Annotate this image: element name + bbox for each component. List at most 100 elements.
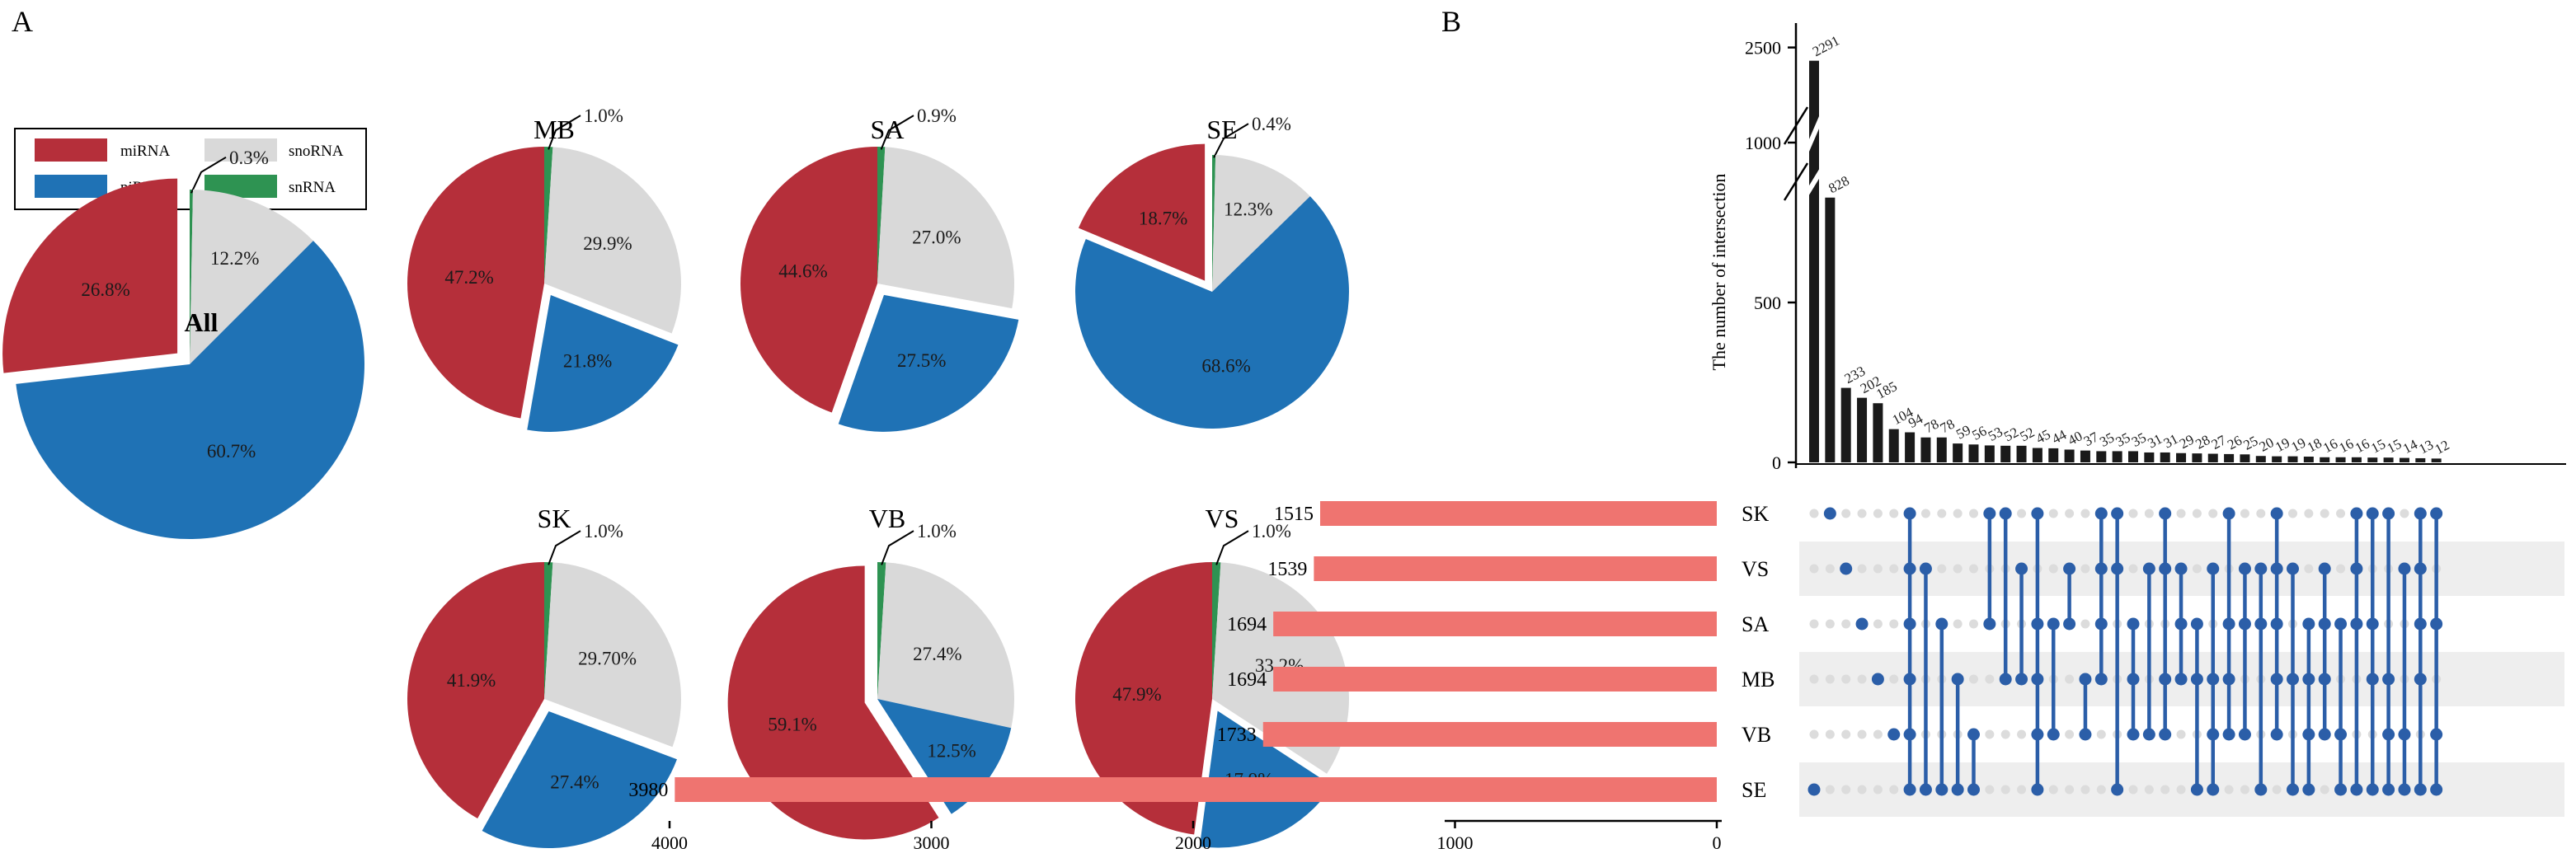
matrix-dot-on	[2015, 673, 2028, 686]
matrix-dot-off	[1809, 619, 1819, 629]
pie-label-vb-snorna: 27.4%	[913, 644, 961, 664]
bar-label-34: 16	[2337, 436, 2357, 457]
matrix-dot-off	[2128, 509, 2138, 518]
pie-label-mb-snrna: 1.0%	[584, 105, 623, 126]
matrix-dot-on	[2190, 673, 2203, 686]
matrix-dot-on	[2270, 673, 2283, 686]
bar-2	[1825, 197, 1836, 462]
matrix-dot-on	[2094, 507, 2108, 520]
matrix-dot-off	[1857, 729, 1867, 739]
matrix-dot-off	[1841, 729, 1851, 739]
pie-label-se-snorna: 12.3%	[1224, 199, 1272, 220]
matrix-dot-on	[2430, 783, 2443, 796]
pie-slice-sa-pirna	[838, 294, 1019, 432]
matrix-dot-off	[2065, 785, 2075, 795]
matrix-dot-off	[1873, 564, 1883, 574]
matrix-dot-on	[2142, 728, 2155, 741]
pie-slice-vb-snrna	[877, 562, 886, 699]
matrix-dot-on	[2254, 562, 2268, 575]
set-size-tick-label-1000: 1000	[1437, 832, 1474, 853]
set-size-bar-vb	[1262, 722, 1717, 747]
matrix-dot-on	[2318, 673, 2331, 686]
pie-label-vb-pirna: 12.5%	[927, 740, 975, 761]
bar-1	[1809, 60, 1819, 462]
bar-label-32: 18	[2305, 435, 2325, 456]
matrix-dot-on	[2382, 728, 2395, 741]
matrix-dot-on	[2111, 562, 2124, 575]
pie-slice-vs-snrna	[1212, 562, 1221, 699]
matrix-dot-off	[1825, 729, 1835, 739]
matrix-dot-off	[1873, 509, 1883, 518]
matrix-dot-on	[2430, 507, 2443, 520]
matrix-dot-off	[2048, 785, 2058, 795]
bar-36	[2367, 457, 2378, 462]
bar-label-31: 19	[2288, 434, 2308, 455]
pie-mb: 1.0% 29.9% 21.8% 47.2% MB	[407, 105, 681, 432]
pie-leader-all	[190, 156, 227, 194]
matrix-dot-on	[2238, 617, 2251, 631]
bar-label-21: 35	[2129, 429, 2149, 450]
matrix-dot-on	[2094, 562, 2108, 575]
set-label-sk: SK	[1742, 502, 1769, 526]
matrix-dot-off	[2096, 785, 2106, 795]
pie-slice-vb-mirna	[727, 565, 939, 840]
pie-title-all: All	[185, 307, 219, 337]
bar-label-25: 28	[2193, 432, 2212, 452]
matrix-dot-on	[2366, 783, 2379, 796]
bar-label-23: 31	[2161, 431, 2181, 452]
pie-slice-sa-snrna	[877, 147, 886, 284]
matrix-dot-on	[2334, 783, 2348, 796]
bar-4	[1857, 397, 1868, 462]
matrix-dot-off	[1889, 509, 1899, 518]
bar-16	[2048, 448, 2059, 462]
matrix-dot-on	[2159, 562, 2172, 575]
pie-label-sk-snorna: 29.70%	[578, 648, 637, 668]
y-axis-title: The number of intersection	[1709, 174, 1729, 371]
matrix-dot-off	[2208, 509, 2218, 518]
matrix-dot-on	[2031, 783, 2044, 796]
matrix-dot-off	[2065, 729, 2075, 739]
matrix-dot-off	[1937, 509, 1947, 518]
pie-label-all-pirna: 60.7%	[207, 441, 256, 462]
pie-slice-all-snrna	[190, 190, 193, 364]
matrix-dot-on	[1983, 617, 1996, 631]
pie-slice-se-mirna	[1078, 143, 1206, 281]
matrix-dot-on	[2318, 728, 2331, 741]
matrix-dot-on	[2079, 728, 2092, 741]
bar-21	[2128, 451, 2138, 462]
pie-charts: 0.3% 12.2% 60.7% 26.8% All 1.0% 29.9% 21.8% 47.2…	[2, 105, 1349, 849]
pie-slice-sk-pirna	[482, 711, 677, 849]
pie-label-vs-mirna: 47.9%	[1112, 684, 1161, 705]
pie-sk: 1.0% 29.70% 27.4% 41.9% SK	[407, 504, 681, 849]
matrix-dot-on	[1903, 673, 1916, 686]
matrix-dot-on	[2430, 728, 2443, 741]
matrix-dot-on	[2366, 507, 2379, 520]
matrix-dot-on	[2159, 728, 2172, 741]
matrix-dot-on	[2222, 673, 2235, 686]
pie-label-sa-snorna: 27.0%	[912, 227, 961, 248]
bar-24	[2176, 452, 2187, 462]
intersection-matrix: SK VS SA MB VB SE	[1742, 502, 2564, 817]
bar-label-15: 45	[2033, 426, 2053, 447]
matrix-dot-off	[1841, 785, 1851, 795]
pie-label-sk-mirna: 41.9%	[447, 670, 496, 691]
matrix-dot-off	[1857, 564, 1867, 574]
pie-title-se: SE	[1206, 115, 1237, 144]
bar-15	[2032, 448, 2042, 462]
matrix-dot-off	[2017, 729, 2027, 739]
pie-label-sk-snrna: 1.0%	[584, 521, 623, 542]
bar-3	[1840, 387, 1851, 462]
pie-slice-sk-snorna	[544, 562, 681, 748]
bar-label-33: 16	[2320, 436, 2340, 457]
pie-slice-vb-snorna	[877, 562, 1015, 729]
bar-label-17: 40	[2066, 428, 2085, 448]
matrix-dot-off	[1809, 729, 1819, 739]
set-size-label-sk: 1515	[1274, 504, 1314, 525]
set-size-tick-label-3000: 3000	[914, 832, 950, 853]
bar-label-27: 26	[2225, 433, 2245, 453]
set-label-mb: MB	[1742, 668, 1775, 692]
matrix-dot-on	[1887, 728, 1901, 741]
bar-13	[2000, 445, 2011, 462]
matrix-dot-on	[2174, 617, 2188, 631]
matrix-dot-on	[1919, 783, 1932, 796]
